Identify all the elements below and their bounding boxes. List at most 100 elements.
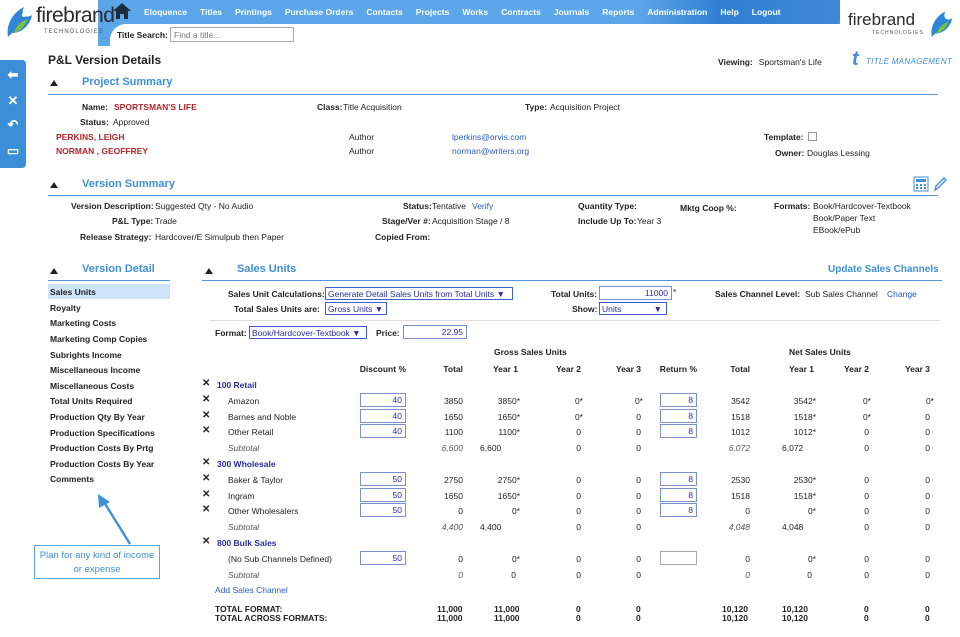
delete-icon[interactable]: ✕ [202,536,211,547]
discount-input[interactable]: 40 [360,424,406,438]
contact-name[interactable]: PERKINS, LEIGH [56,132,125,142]
subtotal-gross-year3: 0 [636,570,641,580]
sidebar-item-royalty[interactable]: Royalty [50,303,81,313]
menu-item-journals[interactable]: Journals [553,7,590,17]
delete-icon[interactable]: ✕ [202,473,211,484]
return-input[interactable]: 8 [660,503,697,517]
sidebar-item-marketing-comp-copies[interactable]: Marketing Comp Copies [50,334,148,344]
net-year3: 0 [925,554,930,564]
menu-item-reports[interactable]: Reports [602,7,635,17]
total-net-total: 10,120 [722,613,748,623]
menu-item-help[interactable]: Help [720,7,739,17]
delete-icon[interactable]: ✕ [202,489,211,500]
sales-unit-calculations-select[interactable]: Generate Detail Sales Units from Total U… [325,287,513,300]
total-sales-units-select[interactable]: Gross Units ▼ [325,302,387,315]
discount-input[interactable]: 50 [360,472,406,486]
undo-icon[interactable]: ↶ [7,117,19,132]
home-icon[interactable] [112,2,132,20]
sidebar-item-total-units-required[interactable]: Total Units Required [50,396,133,406]
channel-group-label[interactable]: 100 Retail [217,380,257,390]
contact-email[interactable]: norman@writers.org [452,146,530,156]
back-arrow-icon[interactable]: ⬅ [7,67,19,82]
update-sales-channels-link[interactable]: Update Sales Channels [828,264,939,275]
total-units-input[interactable]: 11000 [599,286,672,300]
sidebar-item-marketing-costs[interactable]: Marketing Costs [50,318,117,328]
menu-item-eloquence[interactable]: Eloquence [144,7,187,17]
price-input[interactable]: 22.95 [403,325,467,339]
sales-channel-level-label: Sales Channel Level: [715,289,801,299]
discount-input[interactable]: 40 [360,409,406,423]
sidebar-item-miscellaneous-income[interactable]: Miscellaneous Income [50,365,141,375]
gross-year3: 0 [636,506,641,516]
discount-input[interactable]: 50 [360,488,406,502]
brand-subtitle: TECHNOLOGIES [44,29,104,35]
delete-icon[interactable]: ✕ [202,394,211,405]
project-summary-heading[interactable]: Project Summary [82,76,173,88]
menu-item-purchase-orders[interactable]: Purchase Orders [284,7,354,17]
net-year1: 1518* [793,412,816,422]
return-input[interactable]: 8 [660,409,697,423]
discount-input[interactable]: 40 [360,393,406,407]
title-search-input[interactable] [170,27,294,42]
channel-group-label[interactable]: 800 Bulk Sales [217,538,277,548]
return-input[interactable] [660,551,697,565]
sidebar-item-sales-units[interactable]: Sales Units [48,284,170,299]
collapse-version-summary-icon[interactable] [50,182,58,188]
subtotal-gross-year2: 0 [576,443,581,453]
format-item: Book/Paper Text [813,213,876,223]
return-input[interactable]: 8 [660,393,697,407]
verify-link[interactable]: Verify [472,201,494,211]
channel-group-label[interactable]: 300 Wholesale [217,459,276,469]
comment-icon[interactable]: ▭ [6,143,20,158]
sidebar-item-production-costs-by-year[interactable]: Production Costs By Year [50,459,155,469]
delete-icon[interactable]: ✕ [202,378,211,389]
delete-icon[interactable]: ✕ [202,425,211,436]
subtotal-net-total: 6,072 [728,443,750,453]
add-sales-channel-link[interactable]: Add Sales Channel [215,585,288,595]
version-detail-heading[interactable]: Version Detail [82,263,155,275]
divider [48,280,170,281]
version-summary-heading[interactable]: Version Summary [82,178,175,190]
calculator-icon[interactable] [913,176,929,192]
sidebar-item-production-costs-by-prtg[interactable]: Production Costs By Prtg [50,443,154,453]
menu-item-titles[interactable]: Titles [199,7,223,17]
menu-item-projects[interactable]: Projects [415,7,450,17]
delete-icon[interactable]: ✕ [202,504,211,515]
firebrand-logo[interactable]: firebrand TECHNOLOGIES [4,3,134,43]
menu-item-printings[interactable]: Printings [235,7,272,17]
menu-item-logout[interactable]: Logout [751,7,781,17]
return-input[interactable]: 8 [660,472,697,486]
discount-input[interactable]: 50 [360,503,406,517]
menu-item-contracts[interactable]: Contracts [501,7,541,17]
menu-item-works[interactable]: Works [462,7,489,17]
return-input[interactable]: 8 [660,424,697,438]
delete-icon[interactable]: ✕ [202,457,211,468]
collapse-version-detail-icon[interactable] [50,268,58,274]
column-header: Year 2 [843,364,869,374]
menu-item-administration[interactable]: Administration [647,7,708,17]
sidebar-item-production-specifications[interactable]: Production Specifications [50,428,155,438]
menu-item-contacts[interactable]: Contacts [366,7,403,17]
contact-email[interactable]: lperkins@orvis.com [452,132,527,142]
contact-name[interactable]: NORMAN , GEOFFREY [56,146,149,156]
close-icon[interactable]: ✕ [7,93,19,108]
sidebar-item-miscellaneous-costs[interactable]: Miscellaneous Costs [50,381,135,391]
change-link[interactable]: Change [887,289,917,299]
edit-pencil-icon[interactable] [933,176,947,192]
discount-input[interactable]: 50 [360,551,406,565]
collapse-sales-units-icon[interactable] [205,268,213,274]
sidebar-item-subrights-income[interactable]: Subrights Income [50,350,122,360]
sidebar-item-production-qty-by-year[interactable]: Production Qty By Year [50,412,145,422]
collapse-project-summary-icon[interactable] [50,80,58,86]
delete-icon[interactable]: ✕ [202,410,211,421]
sales-units-heading[interactable]: Sales Units [237,263,297,275]
net-total: 1518 [731,491,750,501]
format-select[interactable]: Book/Hardcover-Textbook ▼ [249,326,367,339]
sidebar-item-comments[interactable]: Comments [50,474,94,484]
column-header: Year 1 [788,364,814,374]
net-year2: 0* [862,412,871,422]
stage-value: Acquisition Stage / 8 [432,216,510,226]
return-input[interactable]: 8 [660,488,697,502]
template-checkbox[interactable] [808,132,817,141]
show-select[interactable]: Units ▼ [599,302,667,315]
